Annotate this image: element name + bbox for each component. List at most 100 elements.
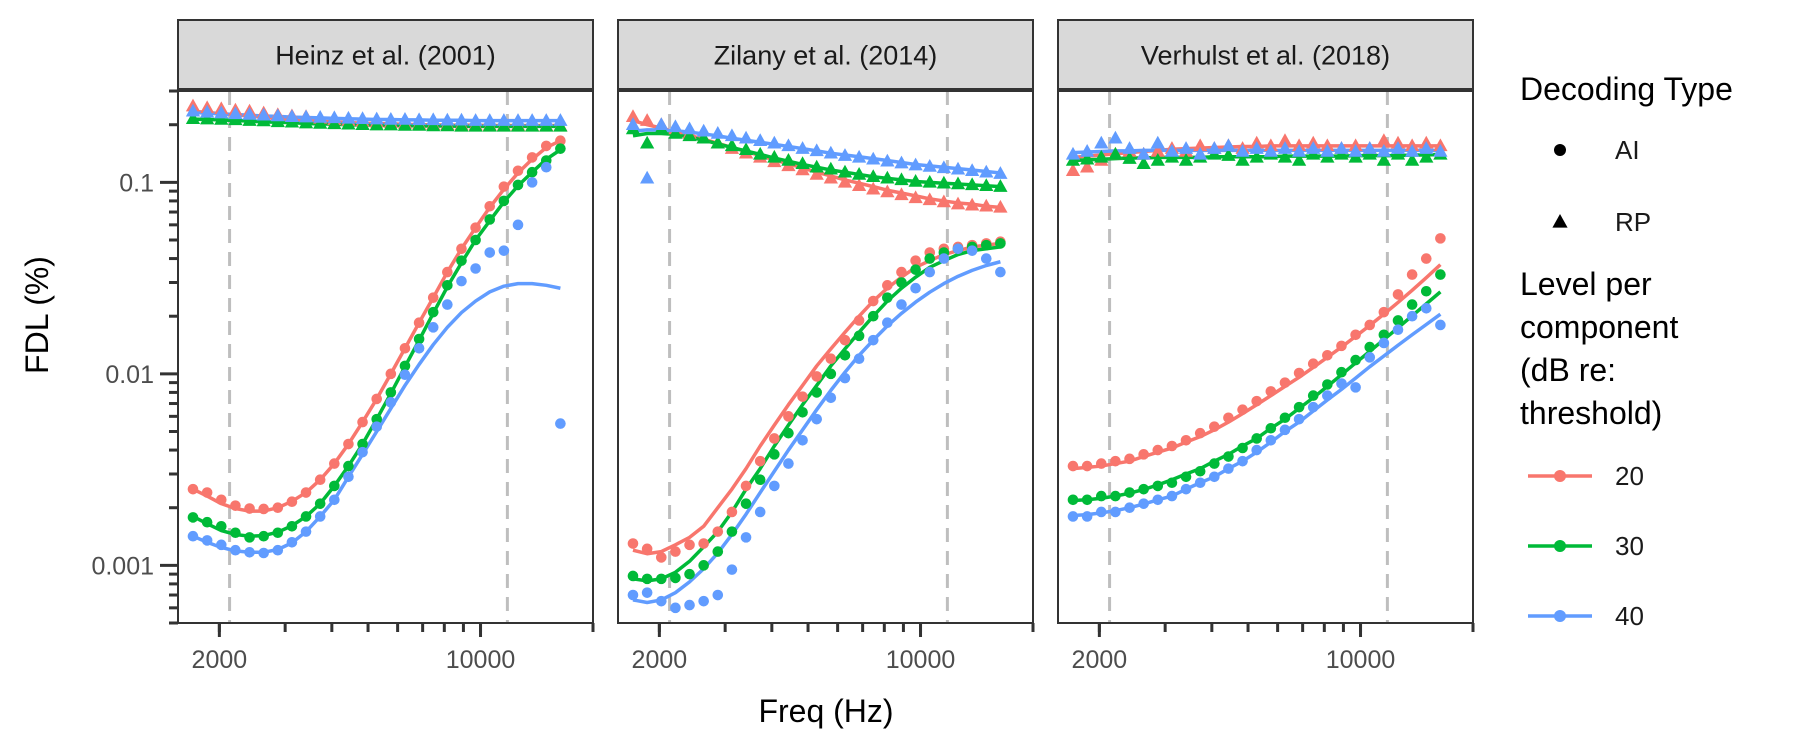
legend-shape-label: RP xyxy=(1615,207,1651,237)
data-point-rp xyxy=(1235,143,1250,157)
data-point-rp xyxy=(894,187,909,201)
data-point-rp xyxy=(668,119,683,133)
data-point-rp xyxy=(866,169,881,182)
data-point-ai xyxy=(399,369,411,380)
data-point-ai xyxy=(1067,494,1079,506)
data-point-rp xyxy=(214,105,229,119)
plot-content xyxy=(1065,91,1448,623)
data-point-rp xyxy=(1419,149,1434,163)
data-point-ai xyxy=(413,333,425,345)
data-point-rp xyxy=(851,178,867,192)
data-point-rp xyxy=(880,170,895,184)
data-point-ai xyxy=(1209,458,1220,469)
data-point-rp xyxy=(1108,130,1123,144)
data-point-rp xyxy=(1221,148,1236,161)
data-point-ai xyxy=(910,255,921,266)
data-point-ai xyxy=(1406,310,1418,322)
data-point-rp xyxy=(866,151,881,165)
data-point-ai xyxy=(1237,442,1248,454)
data-point-rp xyxy=(1419,141,1434,154)
data-point-ai xyxy=(839,372,851,384)
data-point-rp xyxy=(950,176,966,190)
data-point-rp xyxy=(880,153,895,167)
data-point-ai xyxy=(839,334,851,346)
data-point-ai xyxy=(655,573,667,585)
data-point-rp xyxy=(894,155,909,169)
data-point-ai xyxy=(783,458,794,469)
data-point-rp xyxy=(979,198,994,212)
data-point-ai xyxy=(512,165,524,177)
data-point-rp xyxy=(426,112,441,126)
data-point-rp xyxy=(1065,146,1081,160)
data-point-rp xyxy=(837,174,853,188)
data-point-ai xyxy=(769,449,780,460)
data-point-rp xyxy=(1249,141,1264,154)
data-point-ai xyxy=(1124,487,1135,498)
data-point-ai xyxy=(470,234,481,246)
data-point-rp xyxy=(936,194,952,208)
data-point-ai xyxy=(740,480,752,492)
data-point-rp xyxy=(1249,149,1264,163)
data-point-rp xyxy=(482,113,497,126)
data-point-rp xyxy=(185,111,201,124)
data-point-ai xyxy=(1307,390,1319,401)
data-point-ai xyxy=(258,530,269,542)
data-point-rp xyxy=(922,174,937,188)
data-point-ai xyxy=(1322,390,1333,401)
data-point-ai xyxy=(825,353,837,364)
data-point-rp xyxy=(781,138,796,152)
data-point-rp xyxy=(753,133,768,146)
data-point-ai xyxy=(427,306,439,318)
data-point-rp xyxy=(753,146,768,160)
data-point-ai xyxy=(526,177,538,188)
data-point-ai xyxy=(1364,319,1376,331)
data-point-rp xyxy=(411,112,427,126)
data-point-ai xyxy=(1336,340,1347,352)
data-point-ai xyxy=(641,543,653,555)
data-point-rp xyxy=(710,125,725,139)
data-point-ai xyxy=(1392,289,1404,300)
data-point-rp xyxy=(979,164,994,178)
data-point-ai xyxy=(867,310,879,322)
data-point-ai xyxy=(853,315,865,326)
plot-content xyxy=(185,91,568,623)
legend-key-ai xyxy=(1554,144,1566,156)
data-point-rp xyxy=(1080,151,1095,165)
data-point-rp xyxy=(1291,143,1307,157)
data-point-ai xyxy=(470,263,481,274)
data-point-rp xyxy=(185,103,201,117)
data-point-ai xyxy=(1180,483,1192,495)
data-point-ai xyxy=(811,387,823,398)
data-point-rp xyxy=(738,130,754,144)
data-point-ai xyxy=(754,506,766,518)
data-point-ai xyxy=(726,526,738,537)
data-point-ai xyxy=(995,266,1006,278)
data-point-rp xyxy=(696,123,711,137)
data-point-ai xyxy=(1138,483,1149,495)
data-point-ai xyxy=(1307,401,1319,413)
data-point-ai xyxy=(1251,433,1263,444)
data-point-ai xyxy=(371,413,383,425)
data-point-ai xyxy=(825,392,837,404)
data-point-ai xyxy=(1279,377,1291,388)
data-point-ai xyxy=(910,282,921,294)
data-point-ai xyxy=(215,539,227,551)
data-point-ai xyxy=(230,527,241,539)
plot-content xyxy=(625,91,1008,623)
data-point-ai xyxy=(1322,350,1333,361)
facet-title: Zilany et al. (2014) xyxy=(714,41,938,71)
data-point-ai xyxy=(230,500,241,511)
data-point-ai xyxy=(1336,378,1347,389)
legend-level-point xyxy=(1554,540,1566,552)
data-point-ai xyxy=(641,573,653,585)
data-point-ai xyxy=(314,511,326,522)
data-point-rp xyxy=(823,145,838,159)
data-point-ai xyxy=(371,421,383,432)
data-point-ai xyxy=(385,397,397,408)
data-point-rp xyxy=(1291,153,1307,166)
data-point-ai xyxy=(1223,463,1234,474)
data-point-ai xyxy=(1336,366,1347,378)
data-point-ai xyxy=(1237,404,1248,415)
data-point-ai xyxy=(456,243,467,255)
